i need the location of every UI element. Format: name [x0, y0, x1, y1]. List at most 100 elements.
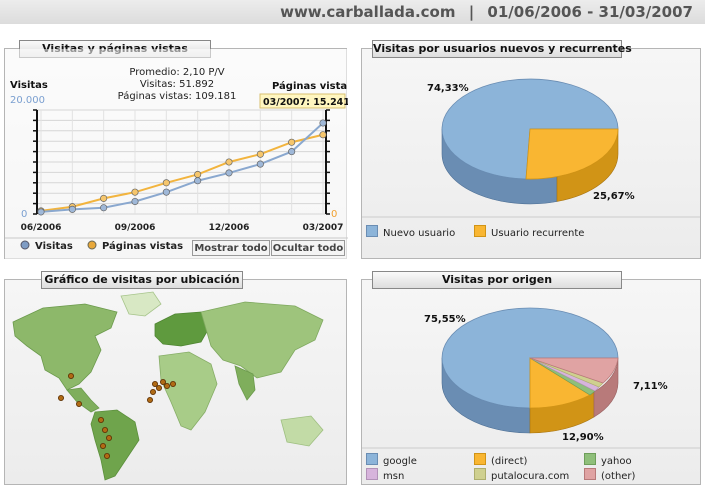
legend-label-putalocura: putalocura.com	[491, 471, 570, 482]
legend-label-msn: msn	[383, 471, 405, 482]
point-pages[interactable]	[162, 179, 170, 187]
left-axis-max: 20.000	[10, 95, 45, 106]
region-greenland	[120, 291, 162, 317]
point-pages[interactable]	[131, 188, 139, 196]
summary-line-1: Promedio: 2,10 P/V	[129, 67, 224, 78]
right-axis-min: 0	[331, 209, 337, 220]
users-pie-chart: 74,33% 25,67%	[362, 78, 700, 218]
legend-item-new-user: Nuevo usuario	[366, 225, 455, 239]
city-marker	[151, 381, 158, 388]
right-axis-title: Páginas vista	[272, 80, 347, 92]
legend-swatch-google	[366, 453, 378, 465]
pie-slice-direct	[529, 357, 591, 409]
legend-item-direct: (direct)	[474, 453, 527, 467]
left-axis-min: 0	[21, 209, 27, 220]
city-marker	[58, 395, 65, 402]
point-pages[interactable]	[288, 138, 296, 146]
x-tick-label: 06/2006	[21, 223, 62, 233]
hide-all-button[interactable]: Ocultar todo	[271, 240, 345, 256]
point-visits[interactable]	[288, 148, 296, 156]
legend-label-yahoo: yahoo	[601, 456, 632, 467]
city-marker	[104, 452, 111, 459]
header-separator: |	[468, 3, 475, 21]
city-marker	[149, 389, 156, 396]
city-marker	[106, 434, 113, 441]
city-marker	[163, 383, 170, 390]
report-header: www.carballada.com | 01/06/2006 - 31/03/…	[0, 0, 705, 24]
legend-swatch-returning-user	[474, 225, 486, 237]
x-tick-label: 09/2006	[115, 223, 156, 233]
summary-line-2: Visitas: 51.892	[140, 79, 214, 90]
region-south-asia	[234, 365, 256, 401]
legend-swatch-direct	[474, 453, 486, 465]
city-marker	[159, 379, 166, 386]
legend-item-putalocura: putalocura.com	[474, 468, 569, 482]
legend-item-msn: msn	[366, 468, 404, 482]
region-oceania	[280, 415, 324, 447]
legend-swatch-putalocura	[474, 468, 486, 480]
region-africa	[158, 351, 218, 431]
legend-item-other: (other)	[584, 468, 635, 482]
point-pages[interactable]	[319, 131, 327, 139]
legend-item-google: google	[366, 453, 417, 467]
visits-panel: Visitas y páginas vistas Promedio: 2,10 …	[4, 40, 348, 260]
date-range: 01/06/2006 - 31/03/2007	[487, 3, 693, 21]
pct-new-label: 74,33%	[427, 83, 469, 94]
pie-slice-returning	[525, 128, 619, 180]
point-pages[interactable]	[225, 158, 233, 166]
legend-item-yahoo: yahoo	[584, 453, 632, 467]
show-all-button[interactable]: Mostrar todo	[192, 240, 270, 256]
legend-label-other: (other)	[601, 471, 636, 482]
site-name: www.carballada.com	[280, 3, 456, 21]
legend-label-returning-user: Usuario recurrente	[491, 228, 585, 239]
map-panel: Gráfico de visitas por ubicación	[4, 271, 347, 485]
point-visits[interactable]	[194, 177, 202, 185]
users-panel: Visitas por usuarios nuevos y recurrente…	[361, 40, 701, 259]
point-visits[interactable]	[225, 169, 233, 177]
origin-panel: Visitas por origen 75,55% 12,90% 7,11% g…	[361, 271, 701, 485]
region-europe	[154, 311, 210, 347]
point-visits[interactable]	[37, 208, 45, 216]
legend-pages-marker	[87, 240, 97, 250]
region-north-america	[12, 303, 118, 391]
region-asia	[200, 301, 324, 379]
map-panel-title: Gráfico de visitas por ubicación	[41, 271, 243, 289]
pie-slice-new	[441, 78, 619, 180]
users-panel-title: Visitas por usuarios nuevos y recurrente…	[372, 40, 632, 58]
value-tooltip-box	[259, 93, 346, 109]
series-line-pages	[40, 133, 324, 212]
point-pages[interactable]	[100, 194, 108, 202]
point-visits[interactable]	[256, 160, 264, 168]
point-visits[interactable]	[100, 204, 108, 212]
legend-visits-label: Visitas	[35, 241, 73, 252]
city-marker	[98, 416, 105, 423]
legend-swatch-other	[584, 468, 596, 480]
pie-slice-other	[529, 357, 619, 384]
city-marker	[76, 401, 83, 408]
city-marker	[169, 381, 176, 388]
value-tooltip: 03/2007: 15.241	[263, 97, 348, 108]
point-visits[interactable]	[319, 119, 327, 127]
world-map	[12, 291, 324, 481]
legend-visits-marker	[20, 240, 30, 250]
summary-line-3: Páginas vistas: 109.181	[118, 90, 237, 102]
city-marker	[146, 397, 153, 404]
legend-label-direct: (direct)	[491, 456, 528, 467]
origin-panel-title: Visitas por origen	[372, 271, 622, 289]
point-visits[interactable]	[131, 197, 139, 206]
point-visits[interactable]	[68, 205, 76, 213]
pct-other-label: 7,11%	[633, 381, 668, 392]
pct-returning-label: 25,67%	[593, 191, 635, 202]
pct-direct-label: 12,90%	[562, 432, 604, 443]
point-visits[interactable]	[162, 188, 170, 196]
pct-google-label: 75,55%	[424, 314, 466, 325]
point-pages[interactable]	[256, 150, 264, 158]
city-markers	[58, 373, 176, 459]
legend-swatch-new-user	[366, 225, 378, 237]
region-central-america	[66, 387, 100, 413]
x-tick-label: 12/2006	[209, 223, 250, 233]
point-pages[interactable]	[194, 170, 202, 179]
header-text: www.carballada.com | 01/06/2006 - 31/03/…	[280, 3, 693, 21]
legend-label-google: google	[383, 456, 417, 467]
left-axis-title: Visitas	[10, 80, 48, 91]
